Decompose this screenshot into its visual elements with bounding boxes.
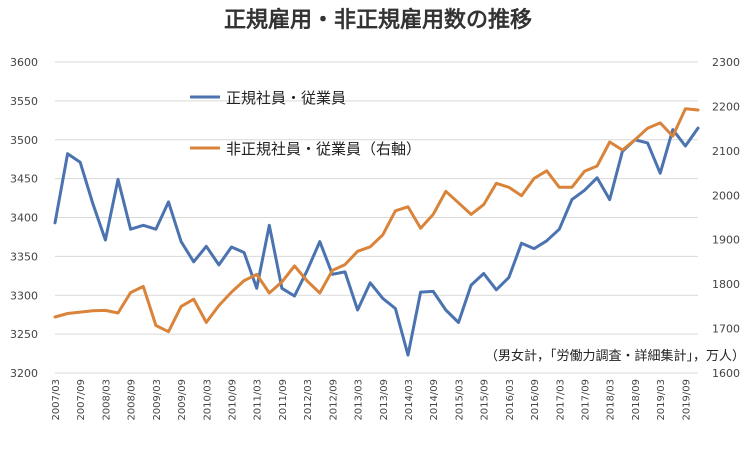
right-tick-label: 1800 xyxy=(712,278,740,291)
x-tick-label: 2008/03 xyxy=(101,379,112,421)
legend-label: 非正規社員・従業員（右軸） xyxy=(226,140,421,158)
legend-label: 正規社員・従業員 xyxy=(226,89,346,107)
left-tick-label: 3300 xyxy=(10,289,38,302)
right-tick-label: 1900 xyxy=(712,234,740,247)
x-tick-label: 2015/03 xyxy=(454,379,465,421)
series-lines xyxy=(53,107,700,357)
left-tick-label: 3600 xyxy=(10,56,38,69)
x-tick-label: 2011/03 xyxy=(253,379,264,421)
right-tick-label: 1600 xyxy=(712,367,740,380)
left-axis: 3200 3250 3300 3350 3400 3450 3500 3550 3600 xyxy=(10,56,38,380)
x-tick-label: 2014/09 xyxy=(429,379,440,421)
x-tick-label: 2009/09 xyxy=(177,379,188,421)
series-line-2 xyxy=(53,107,700,334)
right-axis: 1600 1700 1800 1900 2000 2100 2200 2300 xyxy=(712,56,740,380)
right-tick-label: 2300 xyxy=(712,56,740,69)
series-line-1 xyxy=(53,126,700,357)
left-tick-label: 3450 xyxy=(10,173,38,186)
left-tick-label: 3500 xyxy=(10,134,38,147)
x-tick-label: 2008/09 xyxy=(127,379,138,421)
left-tick-label: 3200 xyxy=(10,367,38,380)
x-tick-label: 2017/03 xyxy=(555,379,566,421)
chart-title: 正規雇用・非正規雇用数の推移 xyxy=(224,7,532,33)
left-tick-label: 3350 xyxy=(10,250,38,263)
right-tick-label: 1700 xyxy=(712,323,740,336)
left-tick-label: 3550 xyxy=(10,95,38,108)
x-tick-label: 2013/09 xyxy=(379,379,390,421)
chart-note: （男女計，「労働力調査・詳細集計」，万人） xyxy=(485,348,745,364)
x-tick-label: 2010/03 xyxy=(202,379,213,421)
x-tick-label: 2018/03 xyxy=(606,379,617,421)
x-tick-label: 2012/03 xyxy=(303,379,314,421)
x-tick-label: 2014/03 xyxy=(404,379,415,421)
x-tick-label: 2015/09 xyxy=(480,379,491,421)
left-tick-label: 3400 xyxy=(10,212,38,225)
x-tick-label: 2018/09 xyxy=(631,379,642,421)
right-tick-label: 2100 xyxy=(712,145,740,158)
x-tick-label: 2016/03 xyxy=(505,379,516,421)
x-tick-label: 2013/03 xyxy=(354,379,365,421)
x-tick-label: 2007/03 xyxy=(51,379,62,421)
right-tick-label: 2000 xyxy=(712,189,740,202)
x-tick-label: 2016/09 xyxy=(530,379,541,421)
grid xyxy=(55,61,698,374)
right-tick-label: 2200 xyxy=(712,100,740,113)
x-tick-label: 2012/09 xyxy=(328,379,339,421)
x-tick-label: 2007/09 xyxy=(76,379,87,421)
x-tick-label: 2010/09 xyxy=(228,379,239,421)
x-tick-label: 2009/03 xyxy=(152,379,163,421)
x-tick-label: 2017/09 xyxy=(581,379,592,421)
x-tick-label: 2019/03 xyxy=(656,379,667,421)
x-tick-label: 2011/09 xyxy=(278,379,289,421)
left-tick-label: 3250 xyxy=(10,328,38,341)
x-tick-label: 2019/09 xyxy=(681,379,692,421)
x-axis: 2007/03 2007/09 2008/03 2008/09 2009/03 2009/… xyxy=(51,379,692,421)
